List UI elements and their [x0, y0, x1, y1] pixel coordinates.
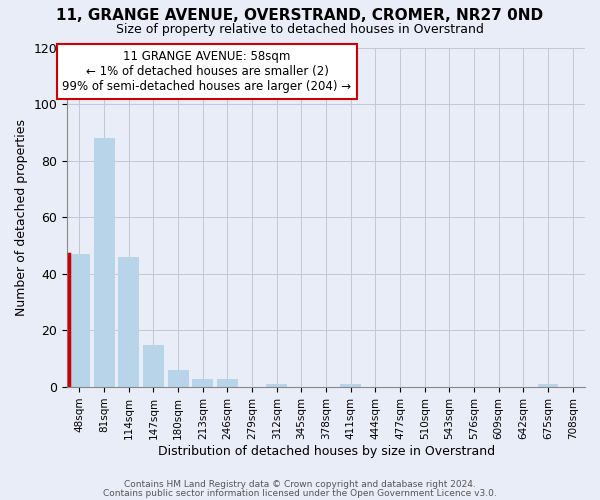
Bar: [167, 370, 188, 387]
Bar: [192, 378, 213, 387]
X-axis label: Distribution of detached houses by size in Overstrand: Distribution of detached houses by size …: [158, 444, 494, 458]
Y-axis label: Number of detached properties: Number of detached properties: [15, 119, 28, 316]
Bar: [143, 344, 164, 387]
Bar: [69, 254, 90, 387]
Text: Size of property relative to detached houses in Overstrand: Size of property relative to detached ho…: [116, 22, 484, 36]
Text: Contains HM Land Registry data © Crown copyright and database right 2024.: Contains HM Land Registry data © Crown c…: [124, 480, 476, 489]
Bar: [94, 138, 115, 387]
Bar: [538, 384, 559, 387]
Bar: [340, 384, 361, 387]
Bar: [118, 257, 139, 387]
Text: 11 GRANGE AVENUE: 58sqm
← 1% of detached houses are smaller (2)
99% of semi-deta: 11 GRANGE AVENUE: 58sqm ← 1% of detached…: [62, 50, 352, 93]
Text: 11, GRANGE AVENUE, OVERSTRAND, CROMER, NR27 0ND: 11, GRANGE AVENUE, OVERSTRAND, CROMER, N…: [56, 8, 544, 22]
Text: Contains public sector information licensed under the Open Government Licence v3: Contains public sector information licen…: [103, 488, 497, 498]
Bar: [266, 384, 287, 387]
Bar: [217, 378, 238, 387]
